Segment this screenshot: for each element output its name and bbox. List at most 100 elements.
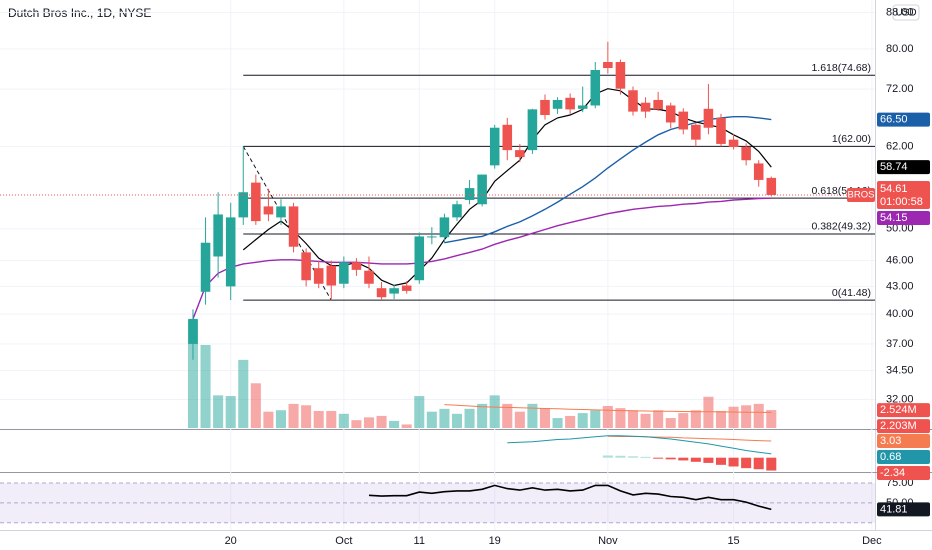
series-last-label-box bbox=[877, 112, 930, 127]
candle-body bbox=[665, 105, 676, 123]
volume-bar bbox=[590, 410, 601, 428]
x-tick-label: 19 bbox=[489, 535, 501, 547]
volume-bar bbox=[753, 403, 764, 428]
y-tick-label: 62.00 bbox=[886, 140, 914, 152]
rsi-line bbox=[368, 484, 772, 511]
volume-last-label: 2.524M bbox=[880, 404, 917, 416]
candle-body bbox=[225, 217, 236, 287]
y-tick-label: 40.00 bbox=[886, 308, 914, 320]
macd-histogram-bar bbox=[766, 457, 777, 471]
candle-body bbox=[276, 206, 286, 218]
fib-level-label: 1(62.00) bbox=[832, 133, 871, 145]
currency-box[interactable] bbox=[892, 4, 920, 21]
candle-body bbox=[502, 124, 513, 151]
volume-bar bbox=[615, 408, 626, 428]
macd-histogram-bar bbox=[602, 455, 613, 458]
macd-histogram-bar bbox=[690, 457, 701, 462]
histogram-last-label-box bbox=[877, 466, 930, 481]
candle-body bbox=[251, 182, 261, 222]
candle-body bbox=[540, 99, 550, 116]
x-tick-label: Oct bbox=[335, 535, 352, 547]
candle-body bbox=[414, 236, 425, 281]
volume-bar bbox=[389, 420, 400, 428]
volume-bar bbox=[275, 410, 287, 428]
volume-bar bbox=[565, 415, 576, 428]
volume-bar bbox=[439, 408, 450, 428]
candle-body bbox=[200, 242, 211, 292]
macd-histogram-bar bbox=[703, 457, 714, 463]
candle-body bbox=[753, 163, 764, 180]
macd-histogram-bar bbox=[640, 456, 651, 458]
volume-bar bbox=[200, 344, 211, 428]
candle-body bbox=[640, 102, 651, 112]
candle-body bbox=[389, 288, 399, 294]
x-tick-label: Nov bbox=[598, 535, 618, 547]
macd-histogram-bar bbox=[665, 457, 676, 460]
candle-body bbox=[188, 318, 198, 344]
series-last-label-box bbox=[877, 210, 930, 225]
candle-body bbox=[603, 62, 613, 68]
candle-body bbox=[515, 150, 525, 158]
series-last-label: 54.15 bbox=[880, 212, 908, 224]
volume-bar bbox=[187, 320, 199, 428]
candle-body bbox=[703, 108, 714, 128]
candle-body bbox=[741, 147, 751, 161]
candle-body bbox=[326, 265, 337, 286]
volume-bar bbox=[577, 413, 588, 428]
macd-histogram-bar bbox=[728, 457, 739, 467]
candle-body bbox=[716, 117, 726, 144]
macd-last-label-box bbox=[877, 434, 930, 449]
candle-body bbox=[238, 192, 249, 218]
candle-body bbox=[339, 262, 349, 284]
volume-bar bbox=[225, 396, 236, 428]
candle-body bbox=[766, 177, 777, 195]
y-tick-label: 50.00 bbox=[886, 223, 914, 235]
candle-body bbox=[577, 105, 588, 109]
volume-bar bbox=[301, 405, 312, 428]
candle-body bbox=[628, 90, 638, 112]
volume-bar bbox=[665, 418, 676, 428]
volume-bar bbox=[401, 424, 412, 428]
y-tick-label: 46.00 bbox=[886, 255, 914, 267]
candle-body bbox=[313, 268, 324, 284]
y-tick-label: 80.00 bbox=[886, 43, 914, 55]
last-price: 54.61 bbox=[880, 183, 908, 195]
volume-bar bbox=[288, 403, 299, 428]
symbol-title: Dutch Bros Inc., 1D, NYSE bbox=[8, 6, 151, 20]
volume-bar bbox=[338, 413, 349, 428]
fib-level-label: 0(41.48) bbox=[832, 287, 871, 299]
volume-bar bbox=[640, 413, 651, 428]
volume-bar bbox=[313, 410, 324, 428]
volume-bar bbox=[238, 359, 249, 428]
volume-bar bbox=[426, 411, 437, 428]
volume-bar bbox=[326, 410, 337, 428]
currency[interactable]: USD bbox=[895, 8, 916, 19]
volume-bar bbox=[477, 403, 488, 428]
macd-last-label-box bbox=[877, 450, 930, 465]
last-price-box bbox=[877, 180, 930, 209]
volume-ma-last-label-box bbox=[877, 419, 930, 434]
volume-bar bbox=[351, 420, 362, 428]
series-last-label: 66.50 bbox=[880, 113, 908, 125]
volume-bar bbox=[741, 405, 752, 428]
x-tick-label: Dec bbox=[862, 535, 882, 547]
symbol-box bbox=[847, 187, 875, 202]
candle-body bbox=[653, 99, 663, 110]
y-tick-label: 32.00 bbox=[886, 393, 914, 405]
series-last-label: 58.74 bbox=[880, 161, 908, 173]
volume-bar bbox=[602, 405, 613, 428]
candle-body bbox=[590, 70, 601, 106]
macd-histogram-bar bbox=[678, 457, 689, 461]
volume-bar bbox=[678, 413, 689, 428]
rsi-last-label-box bbox=[877, 502, 930, 517]
candle-body bbox=[439, 217, 450, 238]
volume-bar bbox=[728, 406, 739, 428]
x-tick-label: 20 bbox=[225, 535, 237, 547]
candle-body bbox=[376, 288, 387, 298]
candle-body bbox=[728, 139, 739, 148]
macd-histogram-bar bbox=[615, 455, 626, 458]
candle-body bbox=[301, 252, 311, 281]
volume-bar bbox=[363, 417, 375, 428]
fib-level-label: 1.618(74.68) bbox=[811, 62, 871, 74]
volume-ma-line bbox=[444, 404, 772, 413]
